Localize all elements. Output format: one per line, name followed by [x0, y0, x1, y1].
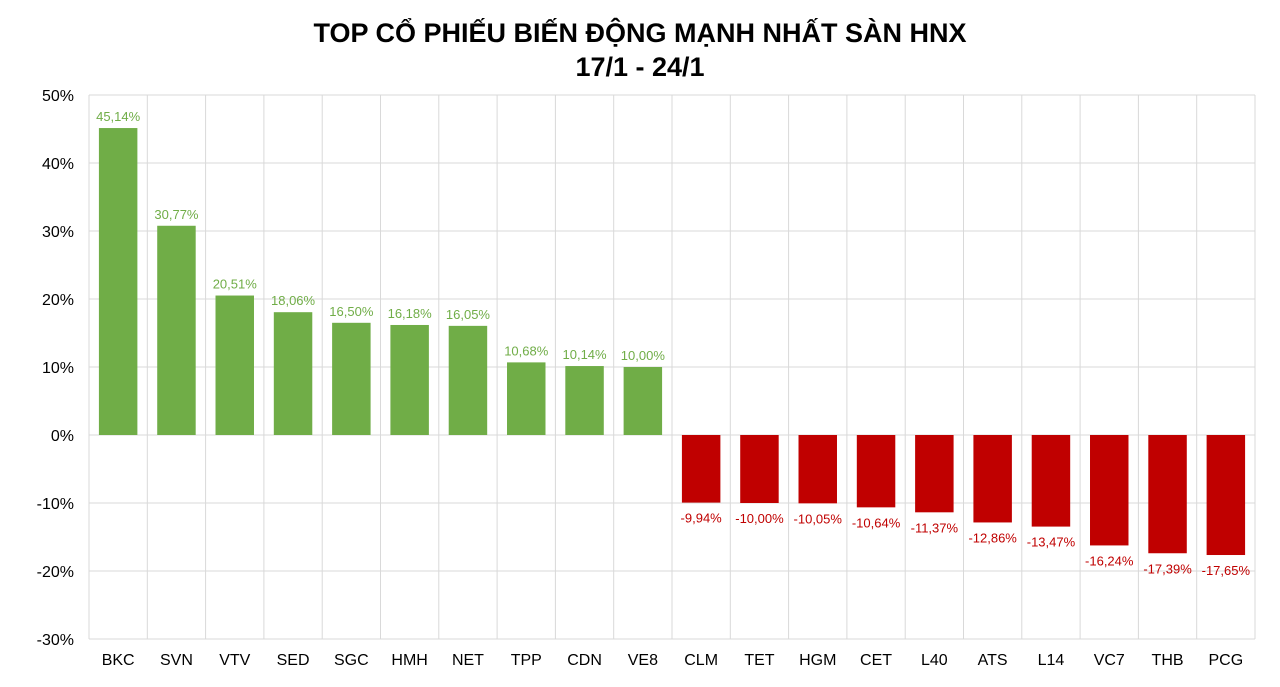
x-axis: BKC SVN VTV SED SGC HMH NET TPP CDN VE8 CLM TET HGM C…: [102, 652, 1243, 669]
bars: [98, 128, 1246, 556]
data-label: -12,86%: [968, 530, 1017, 545]
bar-BKC: [98, 128, 138, 435]
data-label: 16,50%: [329, 304, 374, 319]
data-label: 30,77%: [154, 207, 199, 222]
data-label: -13,47%: [1027, 535, 1076, 550]
bar-CET: [856, 435, 896, 508]
x-tick-label: HGM: [799, 652, 836, 669]
y-tick-label: 10%: [42, 360, 74, 377]
bar-CDN: [565, 366, 604, 435]
bar-THB: [1148, 435, 1187, 554]
data-label: -10,00%: [735, 511, 784, 526]
x-tick-label: VTV: [219, 652, 250, 669]
gridlines: [88, 94, 1256, 640]
data-label: -9,94%: [681, 511, 723, 526]
x-tick-label: SGC: [334, 652, 369, 669]
x-tick-label: L14: [1038, 652, 1065, 669]
y-tick-label: 30%: [42, 224, 74, 241]
data-label: 20,51%: [213, 277, 258, 292]
bar-SED: [273, 312, 313, 435]
bar-HGM: [798, 435, 837, 504]
x-tick-label: L40: [921, 652, 948, 669]
bar-ATS: [973, 435, 1012, 523]
x-tick-label: SED: [277, 652, 310, 669]
y-tick-label: 20%: [42, 292, 74, 309]
bar-L40: [915, 435, 954, 513]
data-label: -17,65%: [1202, 563, 1251, 578]
data-label: 16,18%: [388, 306, 433, 321]
data-label: 16,05%: [446, 307, 491, 322]
bar-VC7: [1090, 435, 1129, 546]
bar-VTV: [215, 295, 254, 435]
bar-NET: [448, 325, 488, 435]
y-tick-label: 50%: [42, 88, 74, 105]
data-label: 18,06%: [271, 293, 316, 308]
x-tick-label: TET: [744, 652, 774, 669]
data-label: -10,05%: [794, 511, 843, 526]
data-label: 10,14%: [563, 347, 608, 362]
data-label: -10,64%: [852, 515, 901, 530]
x-tick-label: VE8: [628, 652, 658, 669]
y-tick-label: -30%: [37, 632, 74, 649]
x-tick-label: TPP: [511, 652, 542, 669]
y-tick-label: -20%: [37, 564, 74, 581]
x-tick-label: ATS: [978, 652, 1008, 669]
x-tick-label: NET: [452, 652, 484, 669]
bar-CLM: [681, 435, 721, 503]
bar-VE8: [623, 367, 663, 435]
x-tick-label: VC7: [1094, 652, 1125, 669]
chart-title: TOP CỔ PHIẾU BIẾN ĐỘNG MẠNH NHẤT SÀN HNX: [313, 18, 967, 48]
x-tick-label: SVN: [160, 652, 193, 669]
x-tick-label: HMH: [391, 652, 427, 669]
x-tick-label: THB: [1152, 652, 1184, 669]
bar-TPP: [507, 362, 546, 435]
y-axis: 50% 40% 30% 20% 10% 0% -10% -20% -30%: [37, 88, 74, 649]
y-tick-label: 40%: [42, 156, 74, 173]
bar-HMH: [390, 324, 429, 435]
x-tick-label: CDN: [567, 652, 602, 669]
bar-SGC: [332, 322, 371, 435]
data-labels: 45,14% 30,77% 20,51% 18,06% 16,50% 16,18% 16,0…: [96, 109, 1250, 578]
data-label: -17,39%: [1143, 561, 1192, 576]
x-tick-label: BKC: [102, 652, 135, 669]
x-tick-label: CLM: [684, 652, 718, 669]
x-tick-label: PCG: [1209, 652, 1244, 669]
chart-subtitle: 17/1 - 24/1: [575, 52, 705, 82]
y-tick-label: -10%: [37, 496, 74, 513]
data-label: 45,14%: [96, 109, 141, 124]
y-tick-label: 0%: [51, 428, 74, 445]
data-label: 10,00%: [621, 348, 666, 363]
data-label: 10,68%: [504, 343, 549, 358]
bar-SVN: [157, 225, 196, 435]
data-label: -11,37%: [911, 520, 959, 535]
x-tick-label: CET: [860, 652, 892, 669]
bar-TET: [740, 435, 779, 503]
data-label: -16,24%: [1085, 553, 1134, 568]
bar-PCG: [1206, 435, 1246, 556]
bar-L14: [1031, 435, 1071, 527]
